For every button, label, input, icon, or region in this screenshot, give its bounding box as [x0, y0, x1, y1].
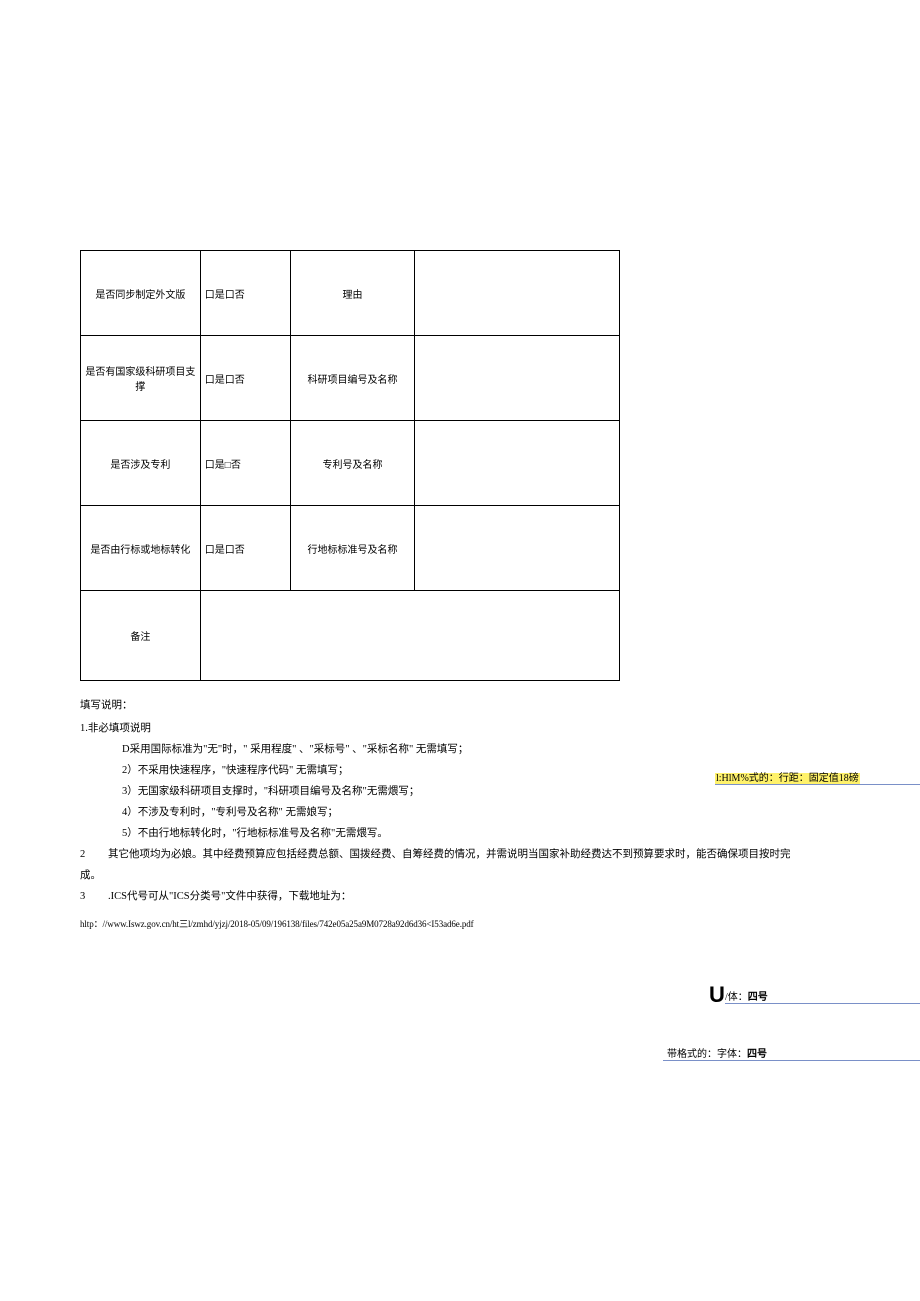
row-value	[415, 251, 620, 336]
instruction-item: D采用国际标准为"无"时，" 采用程度" 、"采标号" 、"采标名称" 无需填写…	[80, 739, 800, 760]
item-number: 3	[80, 886, 108, 907]
instructions-heading: 填写说明：	[80, 695, 800, 716]
table-row: 是否由行标或地标转化 口是口否 行地标标准号及名称	[81, 506, 620, 591]
table-row: 是否有国家级科研项目支撑 口是口否 科研项目编号及名称	[81, 336, 620, 421]
row-choice: 口是口否	[200, 336, 290, 421]
row-field: 科研项目编号及名称	[290, 336, 415, 421]
instruction-item: 2）不采用快速程序，"快速程序代码" 无需填写；	[80, 760, 800, 781]
remark-value	[200, 591, 619, 681]
instruction-item: 4）不涉及专利时，"专利号及名称" 无需娘写；	[80, 802, 800, 823]
instruction-item-2: 2其它他项均为必娘。其中经费预算应包括经费总额、国拨经费、自筹经费的情况，并需说…	[80, 844, 800, 886]
row-value	[415, 336, 620, 421]
revision-text: l:HlM%式的：行距：固定值18磅	[715, 773, 860, 784]
row-value	[415, 421, 620, 506]
instructions-block: 填写说明： 1.非必填项说明 D采用国际标准为"无"时，" 采用程度" 、"采标…	[80, 695, 800, 933]
revision-prefix: /体：	[725, 992, 748, 1003]
table-row-remark: 备注	[81, 591, 620, 681]
row-choice: 口是□否	[200, 421, 290, 506]
item-text: 其它他项均为必娘。其中经费预算应包括经费总额、国拨经费、自筹经费的情况，并需说明…	[80, 849, 791, 881]
revision-bold: 四号	[748, 992, 768, 1003]
item-text: .ICS代号可从"ICS分类号"文件中获得，下载地址为：	[108, 891, 351, 902]
instruction-item: 3）无国家级科研项目支撑时，"科研项目编号及名称"无需煨写；	[80, 781, 800, 802]
form-table: 是否同步制定外文版 口是口否 理由 是否有国家级科研项目支撑 口是口否 科研项目…	[80, 250, 620, 681]
revision-prefix: 带格式的：字体：	[663, 1049, 747, 1060]
revision-note-1: l:HlM%式的：行距：固定值18磅 ]	[715, 769, 920, 785]
remark-label: 备注	[81, 591, 201, 681]
row-field: 行地标标准号及名称	[290, 506, 415, 591]
revision-note-3: 带格式的：字体：四号 ]	[663, 1045, 920, 1061]
instruction-item-3: 3.ICS代号可从"ICS分类号"文件中获得，下载地址为：	[80, 886, 800, 907]
section1-title: 1.非必填项说明	[80, 718, 800, 739]
row-label: 是否由行标或地标转化	[81, 506, 201, 591]
row-choice: 口是口否	[200, 251, 290, 336]
document-page: 是否同步制定外文版 口是口否 理由 是否有国家级科研项目支撑 口是口否 科研项目…	[0, 0, 920, 973]
revision-bold: 四号	[747, 1049, 767, 1060]
row-field: 专利号及名称	[290, 421, 415, 506]
row-field: 理由	[290, 251, 415, 336]
table-row: 是否同步制定外文版 口是口否 理由	[81, 251, 620, 336]
row-choice: 口是口否	[200, 506, 290, 591]
revision-note-2: U /体：四号 ]	[725, 988, 920, 1004]
row-label: 是否涉及专利	[81, 421, 201, 506]
download-url: hltp：//www.Iswz.gov.cn/ht三l/zmhd/yjzj/20…	[80, 915, 800, 933]
row-label: 是否同步制定外文版	[81, 251, 201, 336]
instruction-item: 5）不由行地标转化时，"行地标标准号及名称"无需煨写。	[80, 823, 800, 844]
table-row: 是否涉及专利 口是□否 专利号及名称	[81, 421, 620, 506]
strike-letter: U	[709, 982, 725, 1008]
item-number: 2	[80, 844, 108, 865]
row-value	[415, 506, 620, 591]
row-label: 是否有国家级科研项目支撑	[81, 336, 201, 421]
